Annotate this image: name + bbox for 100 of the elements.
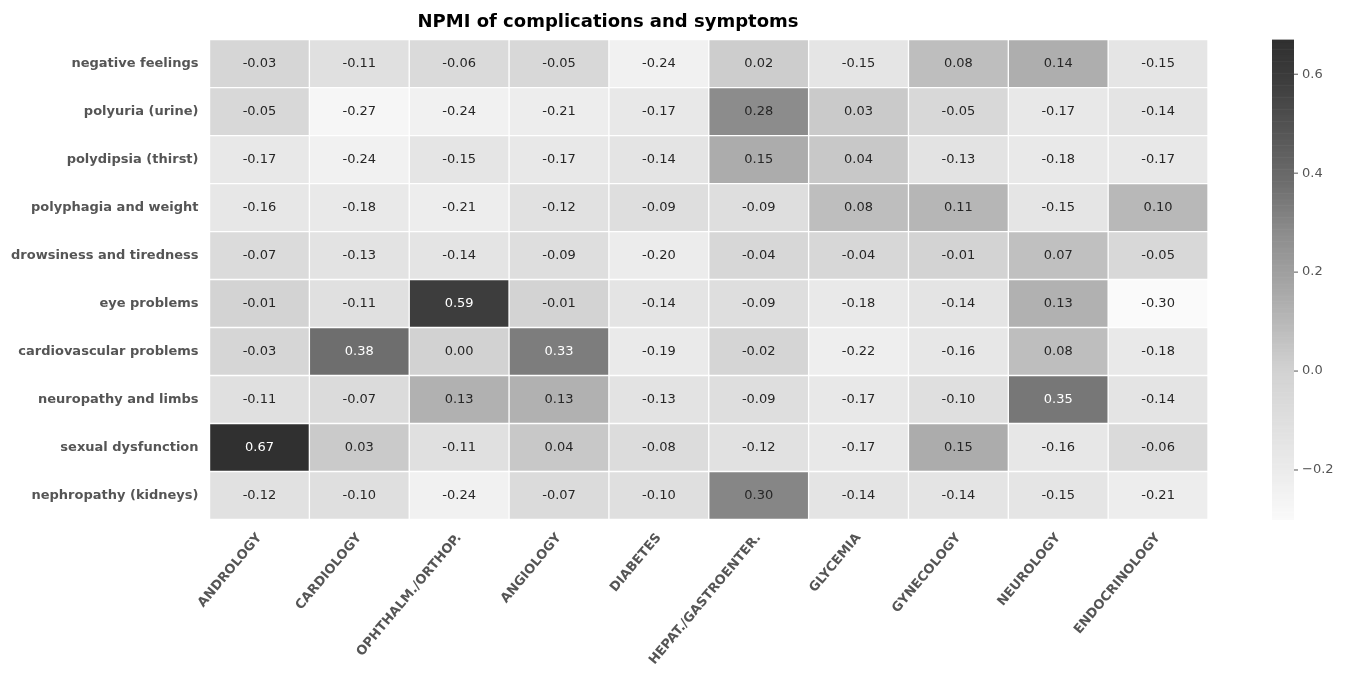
data-label: 0.38 bbox=[344, 342, 374, 358]
data-label: -0.18 bbox=[1041, 150, 1076, 166]
chart-title: NPMI of complications and symptoms bbox=[417, 10, 799, 32]
data-label: -0.17 bbox=[1141, 150, 1175, 166]
data-label: 0.30 bbox=[744, 486, 774, 502]
color-bar-label: 0.6 bbox=[1302, 65, 1323, 81]
data-label: 0.15 bbox=[943, 438, 973, 454]
data-label: -0.02 bbox=[741, 342, 776, 358]
data-label: -0.04 bbox=[841, 246, 876, 262]
color-bar-label: 0.2 bbox=[1302, 263, 1323, 279]
data-label: -0.05 bbox=[941, 102, 976, 118]
data-label: 0.02 bbox=[744, 54, 774, 70]
data-label: -0.17 bbox=[242, 150, 277, 166]
y-tick-label: neuropathy and limbs bbox=[37, 390, 199, 406]
data-label: -0.24 bbox=[442, 486, 476, 502]
data-label: -0.14 bbox=[941, 486, 976, 502]
data-label: -0.11 bbox=[442, 438, 476, 454]
data-label: 0.04 bbox=[544, 438, 574, 454]
y-tick-label: cardiovascular problems bbox=[18, 342, 199, 358]
data-label: -0.15 bbox=[1041, 486, 1076, 502]
color-bar-label: −0.2 bbox=[1302, 461, 1334, 477]
data-label: -0.30 bbox=[1141, 294, 1175, 310]
data-label: 0.08 bbox=[1043, 342, 1073, 358]
data-label: 0.35 bbox=[1043, 390, 1073, 406]
data-label: -0.09 bbox=[642, 198, 676, 214]
data-label: -0.24 bbox=[442, 102, 476, 118]
data-label: -0.04 bbox=[741, 246, 776, 262]
data-label: -0.09 bbox=[741, 198, 776, 214]
data-label: 0.15 bbox=[744, 150, 774, 166]
data-label: -0.17 bbox=[642, 102, 676, 118]
data-label: -0.14 bbox=[442, 246, 476, 262]
data-label: -0.21 bbox=[1141, 486, 1175, 502]
y-tick-label: nephropathy (kidneys) bbox=[31, 486, 199, 502]
data-label: -0.18 bbox=[841, 294, 876, 310]
data-label: -0.12 bbox=[242, 486, 277, 502]
data-label: -0.19 bbox=[642, 342, 676, 358]
data-label: -0.15 bbox=[1141, 54, 1175, 70]
y-tick-label: eye problems bbox=[99, 294, 199, 310]
data-label: -0.09 bbox=[741, 294, 776, 310]
data-label: -0.13 bbox=[642, 390, 676, 406]
data-label: 0.03 bbox=[844, 102, 874, 118]
data-label: -0.01 bbox=[242, 294, 277, 310]
data-label: 0.67 bbox=[244, 438, 274, 454]
data-label: -0.12 bbox=[741, 438, 776, 454]
y-tick-label: polydipsia (thirst) bbox=[66, 150, 199, 166]
data-label: 0.08 bbox=[943, 54, 973, 70]
data-label: -0.11 bbox=[342, 294, 377, 310]
data-label: -0.05 bbox=[242, 102, 277, 118]
data-label: -0.09 bbox=[542, 246, 576, 262]
data-label: 0.03 bbox=[344, 438, 374, 454]
data-label: -0.14 bbox=[941, 294, 976, 310]
data-label: -0.13 bbox=[941, 150, 976, 166]
data-label: -0.11 bbox=[242, 390, 277, 406]
data-label: -0.10 bbox=[642, 486, 676, 502]
data-label: -0.22 bbox=[841, 342, 876, 358]
data-label: 0.04 bbox=[844, 150, 874, 166]
data-label: -0.07 bbox=[542, 486, 576, 502]
data-label: 0.33 bbox=[544, 342, 574, 358]
data-label: -0.24 bbox=[642, 54, 676, 70]
data-label: -0.01 bbox=[941, 246, 976, 262]
data-label: -0.27 bbox=[342, 102, 377, 118]
data-label: -0.18 bbox=[1141, 342, 1175, 358]
data-label: 0.13 bbox=[444, 390, 474, 406]
data-label: 0.13 bbox=[1043, 294, 1073, 310]
data-label: -0.14 bbox=[642, 294, 676, 310]
data-label: -0.16 bbox=[941, 342, 976, 358]
data-label: -0.03 bbox=[242, 54, 277, 70]
data-label: 0.11 bbox=[943, 198, 973, 214]
data-label: -0.10 bbox=[941, 390, 976, 406]
data-label: -0.15 bbox=[841, 54, 876, 70]
data-label: -0.17 bbox=[841, 438, 876, 454]
data-label: -0.05 bbox=[542, 54, 576, 70]
data-label: -0.15 bbox=[1041, 198, 1076, 214]
data-label: -0.06 bbox=[1141, 438, 1175, 454]
data-label: 0.00 bbox=[444, 342, 474, 358]
data-label: -0.16 bbox=[242, 198, 277, 214]
data-label: -0.14 bbox=[642, 150, 676, 166]
data-label: -0.21 bbox=[542, 102, 576, 118]
data-label: 0.10 bbox=[1143, 198, 1173, 214]
data-label: -0.18 bbox=[342, 198, 377, 214]
data-label: -0.01 bbox=[542, 294, 576, 310]
data-label: -0.05 bbox=[1141, 246, 1175, 262]
data-label: -0.09 bbox=[741, 390, 776, 406]
data-label: -0.15 bbox=[442, 150, 476, 166]
data-label: -0.14 bbox=[1141, 390, 1175, 406]
data-label: 0.28 bbox=[744, 102, 774, 118]
data-label: -0.20 bbox=[642, 246, 676, 262]
data-label: -0.17 bbox=[1041, 102, 1076, 118]
y-tick-label: drowsiness and tiredness bbox=[10, 246, 199, 262]
data-label: 0.07 bbox=[1043, 246, 1073, 262]
color-bar-label: 0.4 bbox=[1302, 164, 1323, 180]
data-label: 0.13 bbox=[544, 390, 574, 406]
data-label: -0.07 bbox=[342, 390, 377, 406]
data-label: -0.21 bbox=[442, 198, 476, 214]
data-label: -0.11 bbox=[342, 54, 377, 70]
data-label: -0.06 bbox=[442, 54, 476, 70]
data-label: 0.59 bbox=[444, 294, 474, 310]
data-label: -0.07 bbox=[242, 246, 277, 262]
data-label: -0.12 bbox=[542, 198, 576, 214]
data-label: -0.14 bbox=[1141, 102, 1175, 118]
